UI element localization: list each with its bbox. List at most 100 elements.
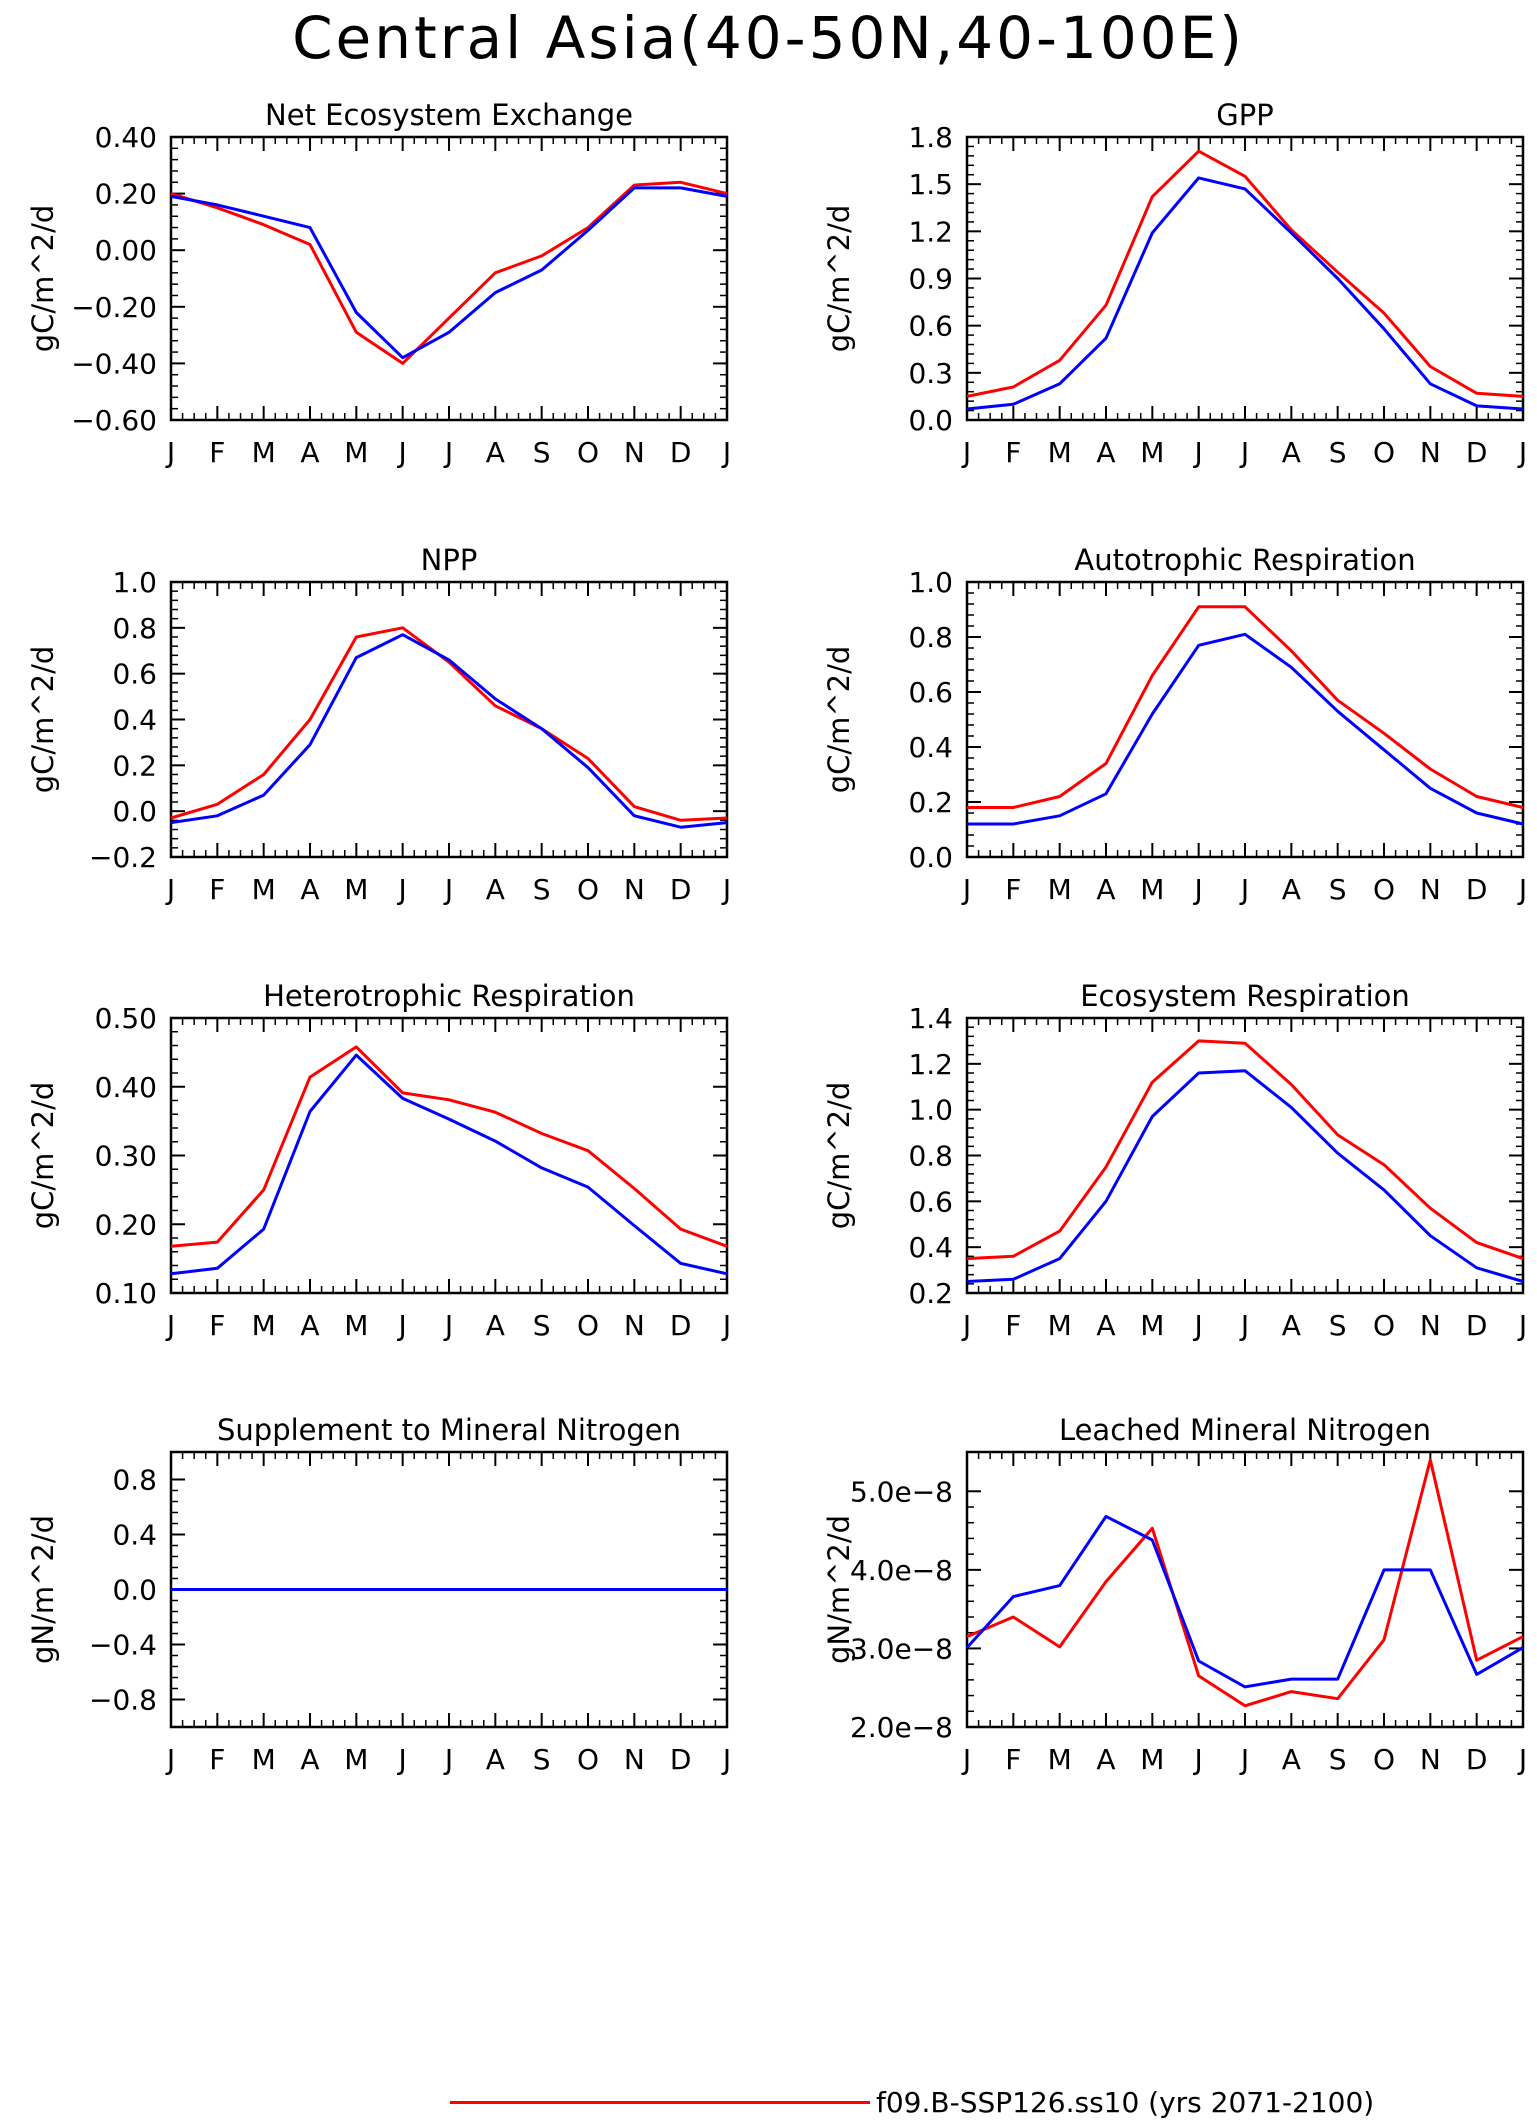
x-tick-label: N [1420, 436, 1441, 469]
y-tick-label: 0.10 [95, 1277, 157, 1310]
x-tick-label: S [533, 1309, 551, 1342]
x-tick-label: A [1282, 436, 1301, 469]
y-tick-label: 1.2 [908, 215, 953, 248]
y-tick-label: 0.2 [908, 786, 953, 819]
x-tick-label: J [443, 1743, 453, 1776]
y-tick-label: 0.6 [908, 676, 953, 709]
series-line-red [966, 149, 1524, 398]
chart-title: Supplement to Mineral Nitrogen [217, 1413, 681, 1447]
x-tick-label: A [1096, 873, 1115, 906]
x-tick-label: F [1005, 1309, 1021, 1342]
series-line-blue [170, 1053, 728, 1276]
x-tick-label: M [1140, 436, 1164, 469]
y-axis-label: gC/m^2/d [26, 205, 60, 353]
x-tick-label: M [252, 1309, 276, 1342]
x-tick-label: M [1048, 1743, 1072, 1776]
y-tick-label: 0.00 [95, 234, 157, 267]
x-tick-label: J [1193, 1309, 1203, 1342]
x-tick-label: N [624, 873, 645, 906]
x-tick-label: M [1140, 1743, 1164, 1776]
x-tick-label: O [1373, 873, 1395, 906]
x-tick-label: A [1282, 1309, 1301, 1342]
x-tick-label: A [1096, 1309, 1115, 1342]
x-tick-label: A [300, 436, 319, 469]
y-tick-label: 1.0 [112, 566, 157, 599]
x-tick-label: J [961, 873, 971, 906]
y-tick-label: 0.8 [112, 1464, 157, 1497]
series-line-red [966, 1458, 1524, 1708]
series-line-blue [966, 1069, 1524, 1283]
x-tick-label: J [1517, 1309, 1527, 1342]
x-tick-label: F [209, 436, 225, 469]
x-tick-label: M [252, 873, 276, 906]
y-axis-label: gN/m^2/d [822, 1515, 856, 1664]
x-tick-label: D [1466, 1309, 1488, 1342]
x-tick-label: A [1096, 1743, 1115, 1776]
x-tick-label: M [344, 436, 368, 469]
y-tick-label: −0.40 [71, 347, 157, 380]
x-tick-label: J [443, 1309, 453, 1342]
x-tick-label: M [252, 436, 276, 469]
series-line-blue [170, 633, 728, 829]
series-line-blue [965, 1514, 1524, 1689]
series-line-red [170, 626, 728, 822]
y-tick-label: 0.0 [908, 841, 953, 874]
x-tick-label: J [443, 873, 453, 906]
y-tick-label: 3.0e−8 [850, 1632, 953, 1665]
series-line-red [170, 180, 728, 365]
chart-panel-4: Autotrophic Respiration 0.0 0.2 0.4 0.6 0.8 1.… [822, 543, 1527, 906]
x-tick-label: N [1420, 873, 1441, 906]
x-tick-label: O [1373, 436, 1395, 469]
x-tick-label: J [397, 1309, 407, 1342]
chart-title: Leached Mineral Nitrogen [1059, 1413, 1431, 1447]
x-tick-label: J [165, 1743, 175, 1776]
x-tick-label: A [1096, 436, 1115, 469]
x-tick-label: J [961, 436, 971, 469]
x-tick-label: D [1466, 873, 1488, 906]
x-tick-label: O [1373, 1309, 1395, 1342]
x-tick-label: J [961, 1743, 971, 1776]
plot-frame [169, 135, 729, 422]
y-tick-label: 0.2 [908, 1277, 953, 1310]
y-tick-label: −0.20 [71, 291, 157, 324]
x-tick-label: D [670, 1743, 692, 1776]
chart-title: Net Ecosystem Exchange [265, 98, 633, 132]
y-axis-label: gC/m^2/d [822, 205, 856, 353]
x-tick-label: A [486, 1743, 505, 1776]
x-tick-label: M [1048, 873, 1072, 906]
x-tick-label: J [1193, 873, 1203, 906]
chart-panel-8: Leached Mineral Nitrogen 2.0e−8 3.0e−8 4.0e… [822, 1413, 1527, 1776]
series-line-blue [967, 632, 1524, 826]
y-tick-label: 0.4 [908, 1231, 953, 1264]
x-tick-label: F [209, 1743, 225, 1776]
x-tick-label: D [670, 873, 692, 906]
y-axis-label: gN/m^2/d [26, 1515, 60, 1664]
y-tick-label: −0.8 [89, 1684, 157, 1717]
y-axis-label: gC/m^2/d [26, 1082, 60, 1230]
y-tick-label: 0.40 [95, 1071, 157, 1104]
chart-panel-5: Heterotrophic Respiration 0.10 0.20 0.30 0.4… [26, 979, 731, 1342]
series-line-blue [966, 176, 1524, 411]
x-tick-label: M [344, 1743, 368, 1776]
plot-frame [965, 135, 1525, 422]
x-tick-label: S [533, 1743, 551, 1776]
x-tick-label: O [1373, 1743, 1395, 1776]
x-tick-label: J [165, 1309, 175, 1342]
x-tick-label: J [1239, 1309, 1249, 1342]
chart-title: Autotrophic Respiration [1074, 543, 1415, 577]
y-tick-label: −0.2 [89, 841, 157, 874]
x-tick-label: M [1140, 1309, 1164, 1342]
y-tick-label: 0.8 [112, 612, 157, 645]
x-tick-label: J [1239, 436, 1249, 469]
plot-frame [169, 580, 729, 859]
y-tick-label: 0.4 [112, 704, 157, 737]
plot-frame [169, 1016, 729, 1295]
plot-frame [965, 580, 1525, 859]
y-tick-label: 0.50 [95, 1002, 157, 1035]
series-line-blue [170, 186, 728, 360]
x-tick-label: A [300, 1309, 319, 1342]
x-tick-label: F [1005, 436, 1021, 469]
x-tick-label: D [670, 1309, 692, 1342]
y-axis-label: gC/m^2/d [26, 646, 60, 794]
